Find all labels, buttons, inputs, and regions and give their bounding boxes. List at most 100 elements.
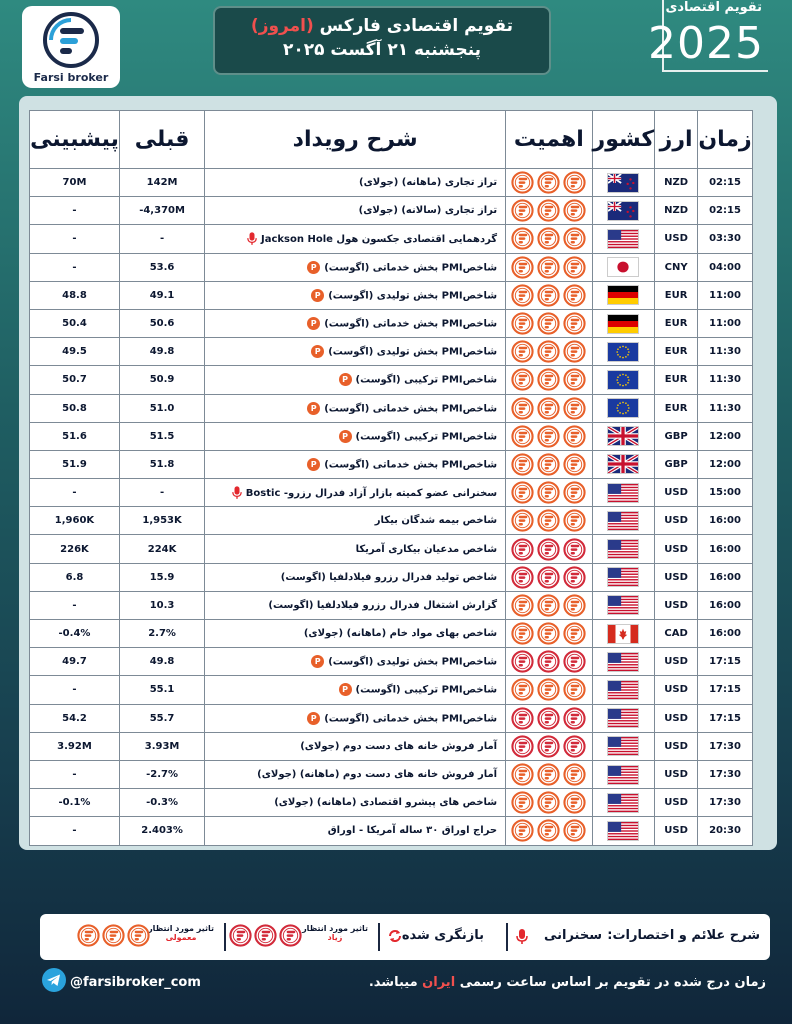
cell-forecast: - [29,224,120,254]
cell-currency: EUR [654,337,699,367]
cell-forecast: 70M [29,167,120,198]
cell-importance [505,308,593,339]
high-impact-icon [563,650,586,673]
cell-previous: 2.403% [118,816,206,846]
event-title: شاخصPMI بخش خدماتی (اگوست) [324,403,498,415]
cell-currency: USD [654,478,699,508]
normal-impact-icon [563,171,586,194]
refresh-icon [389,930,401,942]
flag-nz-icon [607,172,640,193]
cell-country [591,816,656,846]
cell-forecast: 50.8 [29,393,120,423]
event-title: شاخص های پیشرو اقتصادی (ماهانه) (جولای) [274,797,498,809]
cell-importance [505,365,593,395]
cell-forecast: - [29,816,120,846]
cell-previous: 55.7 [118,703,206,733]
normal-impact-icon [511,227,534,251]
flag-us-icon [607,482,640,503]
normal-impact-icon [537,594,560,617]
normal-impact-icon [563,763,586,786]
telegram-icon[interactable] [42,968,66,992]
col-currency: ارز [654,110,699,169]
legend-title: شرح علائم و اختصارات: [607,928,760,943]
normal-impact-icon [537,425,560,448]
cell-forecast: - [29,759,120,790]
cell-time: 16:00 [697,562,753,592]
cell-importance [505,788,593,818]
cell-previous: 51.8 [118,449,206,480]
table-row: -53.6 شاخصPMI بخش خدماتی (اگوست)P CNY 04:00 [29,252,753,282]
normal-impact-icon [537,227,560,251]
cell-description: شاخصPMI بخش خدماتی (اگوست)P [204,703,507,733]
high-impact-icon [563,537,586,561]
normal-impact-icon [563,509,586,532]
cell-country [591,590,656,621]
cell-importance [505,759,593,790]
normal-impact-icon [511,199,534,222]
legend-high-icons [229,924,302,947]
cell-forecast: 54.2 [29,703,120,733]
logo: Farsi broker [22,6,120,88]
normal-impact-icon [563,340,586,363]
table-row: 6.8 15.9 شاخص تولید فدرال رزرو فیلادلفیا (… [29,562,753,592]
normal-impact-icon [511,509,534,532]
cell-country [591,618,656,649]
cell-time: 03:30 [697,224,753,254]
normal-impact-icon [563,199,586,222]
cell-forecast: - [29,252,120,282]
cell-country [591,365,656,395]
table-row: - -4,370M تراز تجاری (سالانه) (جولای) NZD 02… [29,196,753,226]
cell-previous: - [118,478,206,508]
normal-impact-icon [511,678,534,702]
cell-importance [505,224,593,254]
cell-importance [505,196,593,226]
normal-impact-icon [537,312,560,335]
microphone-icon [516,929,528,944]
cell-country [591,393,656,423]
cell-description: تراز تجاری (سالانه) (جولای) [204,196,507,226]
title-date: پنجشنبه ۲۱ آگست ۲۰۲۵ [282,40,482,60]
cell-time: 16:00 [697,534,753,564]
cell-importance [505,393,593,423]
normal-impact-icon [77,924,100,947]
event-title: سخنرانی عضو کمیته بازار آزاد فدرال رزرو-… [245,487,498,499]
cell-currency: USD [654,647,699,677]
normal-impact-icon [563,819,586,843]
telegram-handle[interactable]: @farsibroker_com [70,975,201,990]
cell-country [591,421,656,451]
cell-description: شاخص مدعیان بیکاری آمریکا [204,534,507,564]
cell-currency: EUR [654,280,699,310]
high-impact-icon [563,566,586,589]
cell-importance [505,618,593,649]
cell-forecast: 3.92M [29,731,120,761]
cell-time: 12:00 [697,421,753,451]
flag-us-icon [607,228,640,249]
cell-previous: 10.3 [118,590,206,621]
cell-time: 11:30 [697,393,753,423]
cell-currency: EUR [654,365,699,395]
event-title: شاخص مدعیان بیکاری آمریکا [355,543,498,555]
cell-description: شاخص تولید فدرال رزرو فیلادلفیا (اگوست) [204,562,507,592]
cell-country [591,506,656,536]
preliminary-badge-icon: P [311,655,325,669]
footer-note-end: میباشد. [368,975,418,990]
cell-country [591,252,656,282]
cell-currency: GBP [654,449,699,480]
flag-eu-icon [607,341,640,362]
cell-currency: USD [654,816,699,846]
cell-currency: USD [654,590,699,621]
normal-impact-icon [563,396,586,420]
cell-previous: 55.1 [118,675,206,705]
flag-us-icon [607,510,640,531]
event-title: شاخص تولید فدرال رزرو فیلادلفیا (اگوست) [280,571,498,583]
cell-previous: 224K [118,534,206,564]
cell-description: آمار فروش خانه های دست دوم (ماهانه) (جول… [204,759,507,790]
table-row: 48.8 49.1 شاخصPMI بخش تولیدی (اگوست)P EUR 11… [29,280,753,310]
table-row: - - سخنرانی عضو کمیته بازار آزاد فدرال رزر… [29,478,753,508]
normal-impact-icon [563,622,586,645]
cell-time: 11:00 [697,280,753,310]
cell-description: شاخصPMI بخش تولیدی (اگوست)P [204,647,507,677]
cell-time: 17:15 [697,647,753,677]
table-row: 50.8 51.0 شاخصPMI بخش خدماتی (اگوست)P EUR 11… [29,393,753,423]
cell-currency: USD [654,675,699,705]
